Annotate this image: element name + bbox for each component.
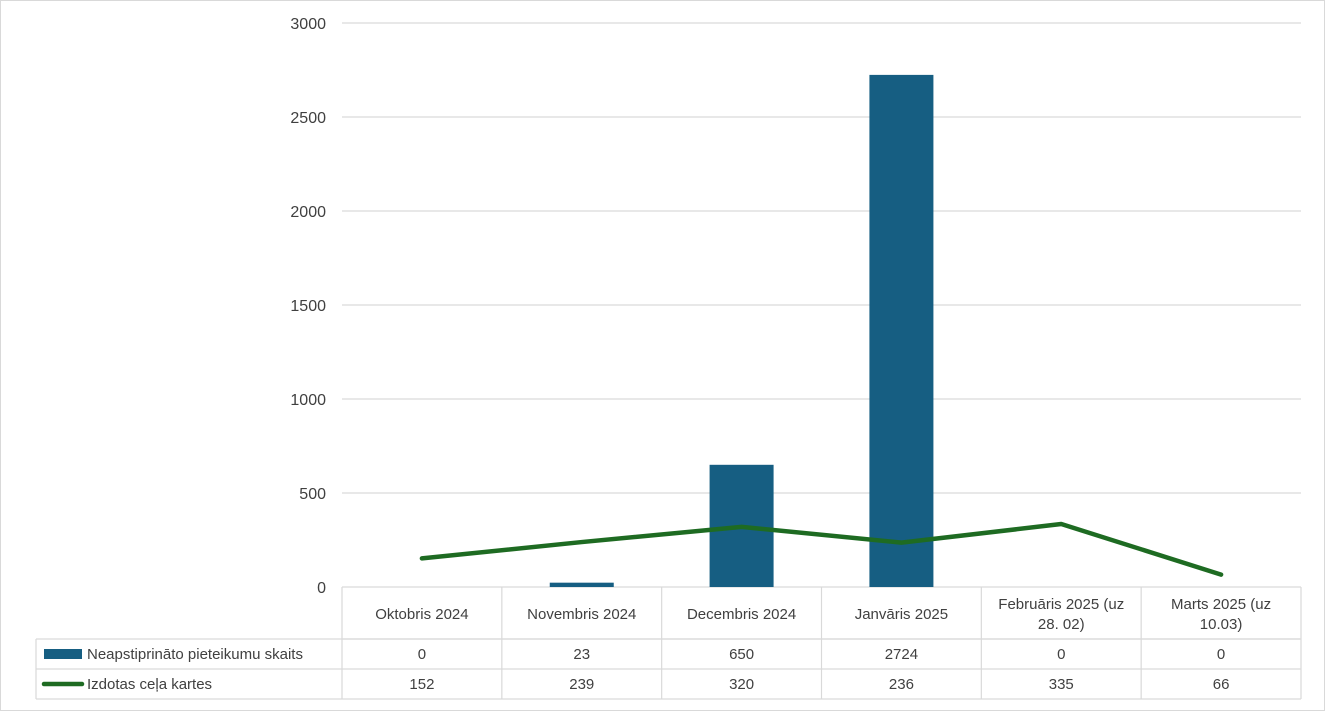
- category-label: Oktobris 2024: [375, 606, 468, 623]
- series-line: [419, 521, 1224, 577]
- data-label: 650: [729, 646, 754, 663]
- data-label: 0: [1057, 646, 1065, 663]
- y-tick-label: 2500: [290, 110, 326, 127]
- data-label: 335: [1049, 676, 1074, 693]
- bar: [869, 74, 934, 587]
- y-tick-label: 3000: [290, 16, 326, 33]
- series-name: Izdotas ceļa kartes: [87, 676, 212, 693]
- category-label: 10.03): [1200, 616, 1243, 633]
- category-label: Marts 2025 (uz: [1171, 596, 1271, 613]
- data-label: 23: [573, 646, 590, 663]
- category-label: Decembris 2024: [687, 606, 796, 623]
- data-label: 320: [729, 676, 754, 693]
- y-tick-label: 0: [317, 580, 326, 597]
- data-label: 152: [409, 676, 434, 693]
- data-label: 0: [418, 646, 426, 663]
- y-tick-label: 1500: [290, 298, 326, 315]
- data-label: 239: [569, 676, 594, 693]
- y-tick-label: 2000: [290, 204, 326, 221]
- data-label: 66: [1213, 676, 1230, 693]
- category-label: Novembris 2024: [527, 606, 636, 623]
- y-tick-label: 500: [299, 486, 326, 503]
- data-label: 2724: [885, 646, 918, 663]
- data-label: 0: [1217, 646, 1225, 663]
- bar: [549, 582, 614, 587]
- series-name: Neapstiprināto pieteikumu skaits: [87, 646, 303, 663]
- legend-key-bar: [44, 649, 82, 659]
- category-label: Janvāris 2025: [855, 606, 948, 623]
- y-tick-label: 1000: [290, 392, 326, 409]
- category-label: Februāris 2025 (uz: [998, 596, 1124, 613]
- category-label: 28. 02): [1038, 616, 1085, 633]
- data-label: 236: [889, 676, 914, 693]
